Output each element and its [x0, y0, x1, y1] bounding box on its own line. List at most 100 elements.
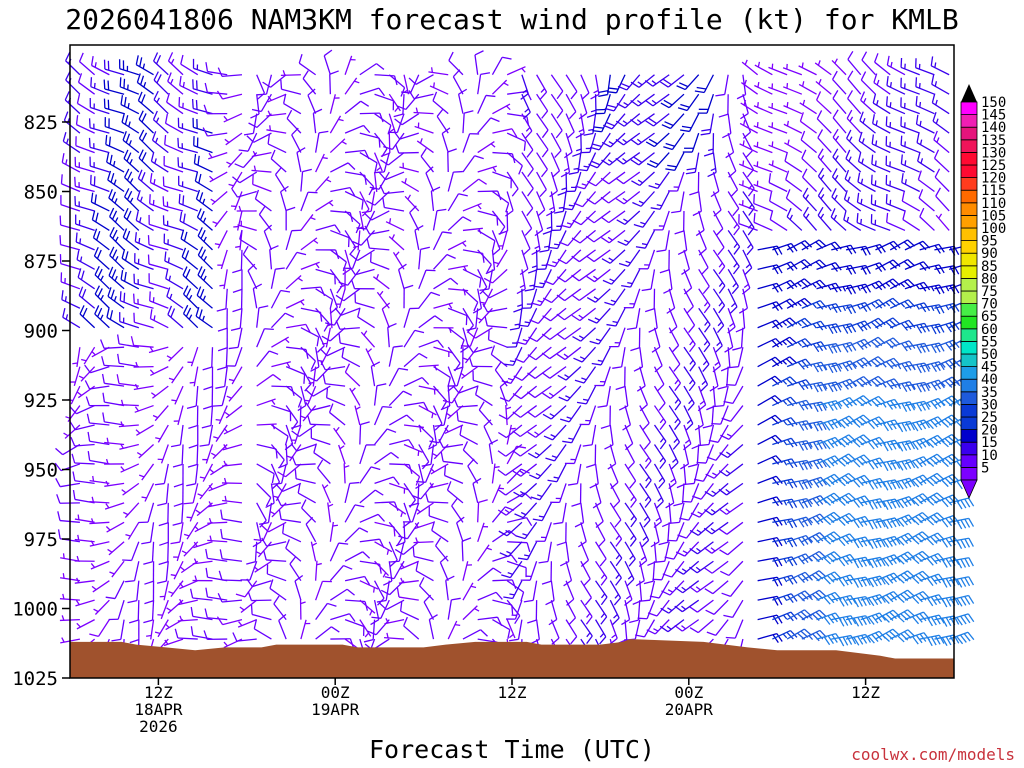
wind-barb	[506, 132, 527, 151]
wind-barb-half	[389, 218, 392, 224]
wind-barb-full	[600, 196, 610, 204]
wind-barb-full	[125, 230, 131, 241]
wind-barb-full	[797, 575, 805, 583]
wind-barb-full	[261, 537, 268, 547]
wind-barb-full	[687, 402, 695, 411]
wind-barb-full	[269, 245, 279, 251]
wind-barb	[702, 405, 715, 429]
wind-barb	[384, 560, 405, 580]
wind-barb-half	[658, 477, 664, 482]
wind-barb	[446, 481, 464, 504]
wind-barb-full	[776, 633, 783, 642]
wind-barb	[712, 307, 725, 334]
wind-barb	[532, 502, 552, 522]
wind-barb-full	[562, 440, 572, 444]
wind-barb	[618, 386, 629, 411]
wind-barb-staff	[639, 561, 645, 581]
wind-barb-full	[414, 329, 425, 334]
wind-barb-full	[717, 385, 727, 390]
wind-barb-full	[797, 594, 806, 602]
wind-barb-full	[791, 556, 798, 566]
wind-barb	[94, 305, 110, 329]
wind-barb-staff	[650, 269, 656, 290]
wind-barb	[521, 171, 534, 197]
wind-barb	[300, 366, 312, 392]
wind-barb	[697, 93, 715, 114]
wind-barb-staff	[624, 405, 632, 425]
wind-barb	[138, 502, 155, 524]
wind-barb-half	[549, 206, 555, 211]
wind-barb-half	[193, 558, 198, 564]
wind-barb	[231, 188, 257, 198]
wind-barb-full	[76, 93, 81, 104]
wind-barb	[269, 245, 279, 270]
wind-barb-full	[170, 444, 181, 448]
wind-barb	[801, 381, 827, 393]
wind-barb-staff	[488, 444, 494, 465]
wind-barb-staff	[192, 635, 213, 640]
wind-barb-full	[354, 504, 365, 508]
wind-barb	[516, 327, 538, 346]
wind-barb	[216, 288, 228, 312]
wind-barb	[173, 405, 184, 426]
wind-barb-full	[675, 551, 686, 557]
wind-barb-half	[194, 575, 198, 581]
wind-barb-staff	[637, 600, 641, 621]
wind-barb-full	[90, 56, 94, 66]
wind-barb-full	[689, 343, 696, 353]
wind-barb-staff	[300, 192, 309, 212]
wind-barb-staff	[389, 439, 409, 446]
wind-barb	[589, 132, 611, 151]
wind-barb-half	[615, 535, 620, 540]
wind-barb	[203, 630, 228, 641]
wind-barb-staff	[683, 307, 696, 326]
wind-barb	[190, 626, 213, 640]
wind-barb-staff	[693, 463, 700, 484]
wind-barb-full	[509, 327, 520, 331]
wind-barb	[328, 403, 346, 426]
wind-barb	[768, 83, 788, 95]
wind-barb-full	[412, 546, 415, 557]
wind-barb-staff	[683, 269, 693, 289]
wind-barb	[217, 308, 228, 332]
wind-barb	[727, 191, 740, 217]
wind-barb-full	[356, 227, 366, 230]
wind-barb	[416, 138, 434, 154]
wind-barb	[689, 560, 714, 574]
wind-barb-staff	[643, 619, 656, 638]
wind-barb-full	[585, 255, 595, 263]
wind-barb-staff	[462, 155, 476, 173]
wind-barb	[647, 599, 670, 617]
wind-barb-staff	[311, 437, 331, 446]
wind-barb-full	[615, 538, 623, 547]
wind-barb	[252, 174, 272, 193]
wind-barb-full	[72, 471, 76, 481]
wind-barb-full	[185, 307, 192, 317]
wind-barb-full	[323, 49, 333, 57]
wind-barb-full	[91, 210, 96, 220]
wind-barb-staff	[550, 171, 558, 192]
wind-barb-half	[105, 480, 109, 487]
wind-barb	[137, 169, 154, 192]
wind-barb-half	[203, 255, 208, 262]
wind-barb	[462, 202, 482, 212]
wind-barb-full	[216, 308, 227, 312]
wind-barb-staff	[286, 118, 302, 134]
wind-barb-staff	[300, 366, 312, 385]
wind-barb	[649, 580, 670, 599]
wind-barb-full	[575, 185, 585, 190]
wind-barb	[276, 496, 301, 507]
wind-barb-full	[479, 288, 489, 292]
wind-barb-full	[110, 172, 115, 183]
wind-barb-half	[223, 477, 227, 484]
wind-barb	[692, 483, 714, 500]
wind-barb	[119, 291, 140, 309]
wind-barb-full	[502, 56, 512, 60]
wind-barb	[677, 521, 700, 539]
wind-barb-half	[809, 442, 813, 448]
wind-barb	[447, 193, 468, 212]
wind-barb	[232, 269, 243, 293]
wind-barb	[580, 619, 593, 645]
wind-barb-half	[100, 314, 104, 320]
wind-barb-full	[518, 165, 523, 175]
